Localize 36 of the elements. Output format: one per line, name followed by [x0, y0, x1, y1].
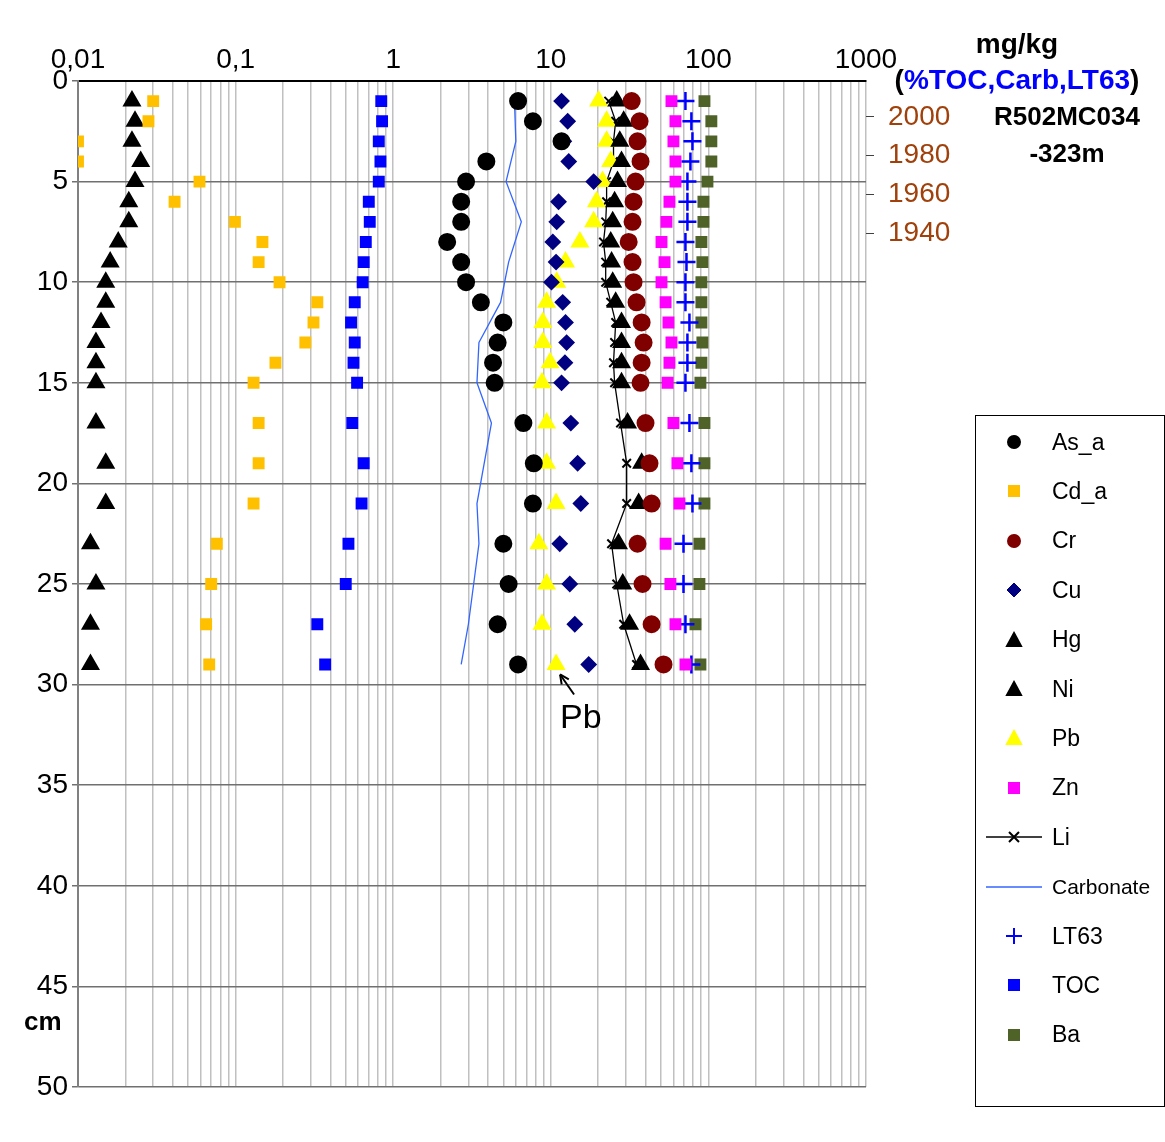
text: R502MC034 — [994, 101, 1140, 132]
y-axis-title: cm — [24, 1006, 62, 1037]
annotation: Pb — [560, 697, 602, 736]
y-tick-label: 50 — [36, 1069, 68, 1101]
legend-label: Ba — [1052, 1021, 1081, 1049]
y-tick-label: 30 — [36, 667, 68, 699]
y2-tick-label: 1940 — [888, 216, 951, 248]
legend-label: Hg — [1052, 626, 1082, 654]
legend-label: Cu — [1052, 576, 1082, 604]
legend-label: Cd_a — [1052, 477, 1107, 505]
y-tick-label: 5 — [52, 164, 68, 196]
legend-label: Li — [1052, 823, 1070, 851]
legend-label: LT63 — [1052, 922, 1103, 950]
x-tick-label: 10 — [535, 42, 567, 74]
y-tick-label: 15 — [36, 365, 68, 397]
y-tick-label: 35 — [36, 767, 68, 799]
y2-tick-label: 2000 — [888, 99, 951, 131]
y2-tick-label: 1960 — [888, 177, 951, 209]
legend-label: TOC — [1052, 971, 1101, 999]
y2-tick-label: 1980 — [888, 138, 951, 170]
legend-label: Pb — [1052, 724, 1081, 752]
y-tick-label: 25 — [36, 566, 68, 598]
x-axis-title: mg/kg — [975, 28, 1059, 60]
x-tick-label: 0,1 — [216, 42, 256, 74]
y-tick-label: 10 — [36, 264, 68, 296]
legend-label: Cr — [1052, 527, 1077, 555]
x-tick-label: 100 — [685, 42, 732, 74]
y-tick-label: 40 — [36, 868, 68, 900]
legend-label: Ni — [1052, 675, 1074, 703]
text: -323m — [1029, 138, 1105, 169]
x-tick-label: 1 — [385, 42, 401, 74]
legend-label: Carbonate — [1052, 874, 1151, 899]
y-tick-label: 20 — [36, 466, 68, 498]
legend-label: Zn — [1052, 774, 1079, 802]
legend-label: As_a — [1052, 428, 1105, 456]
y-tick-label: 45 — [36, 969, 68, 1001]
